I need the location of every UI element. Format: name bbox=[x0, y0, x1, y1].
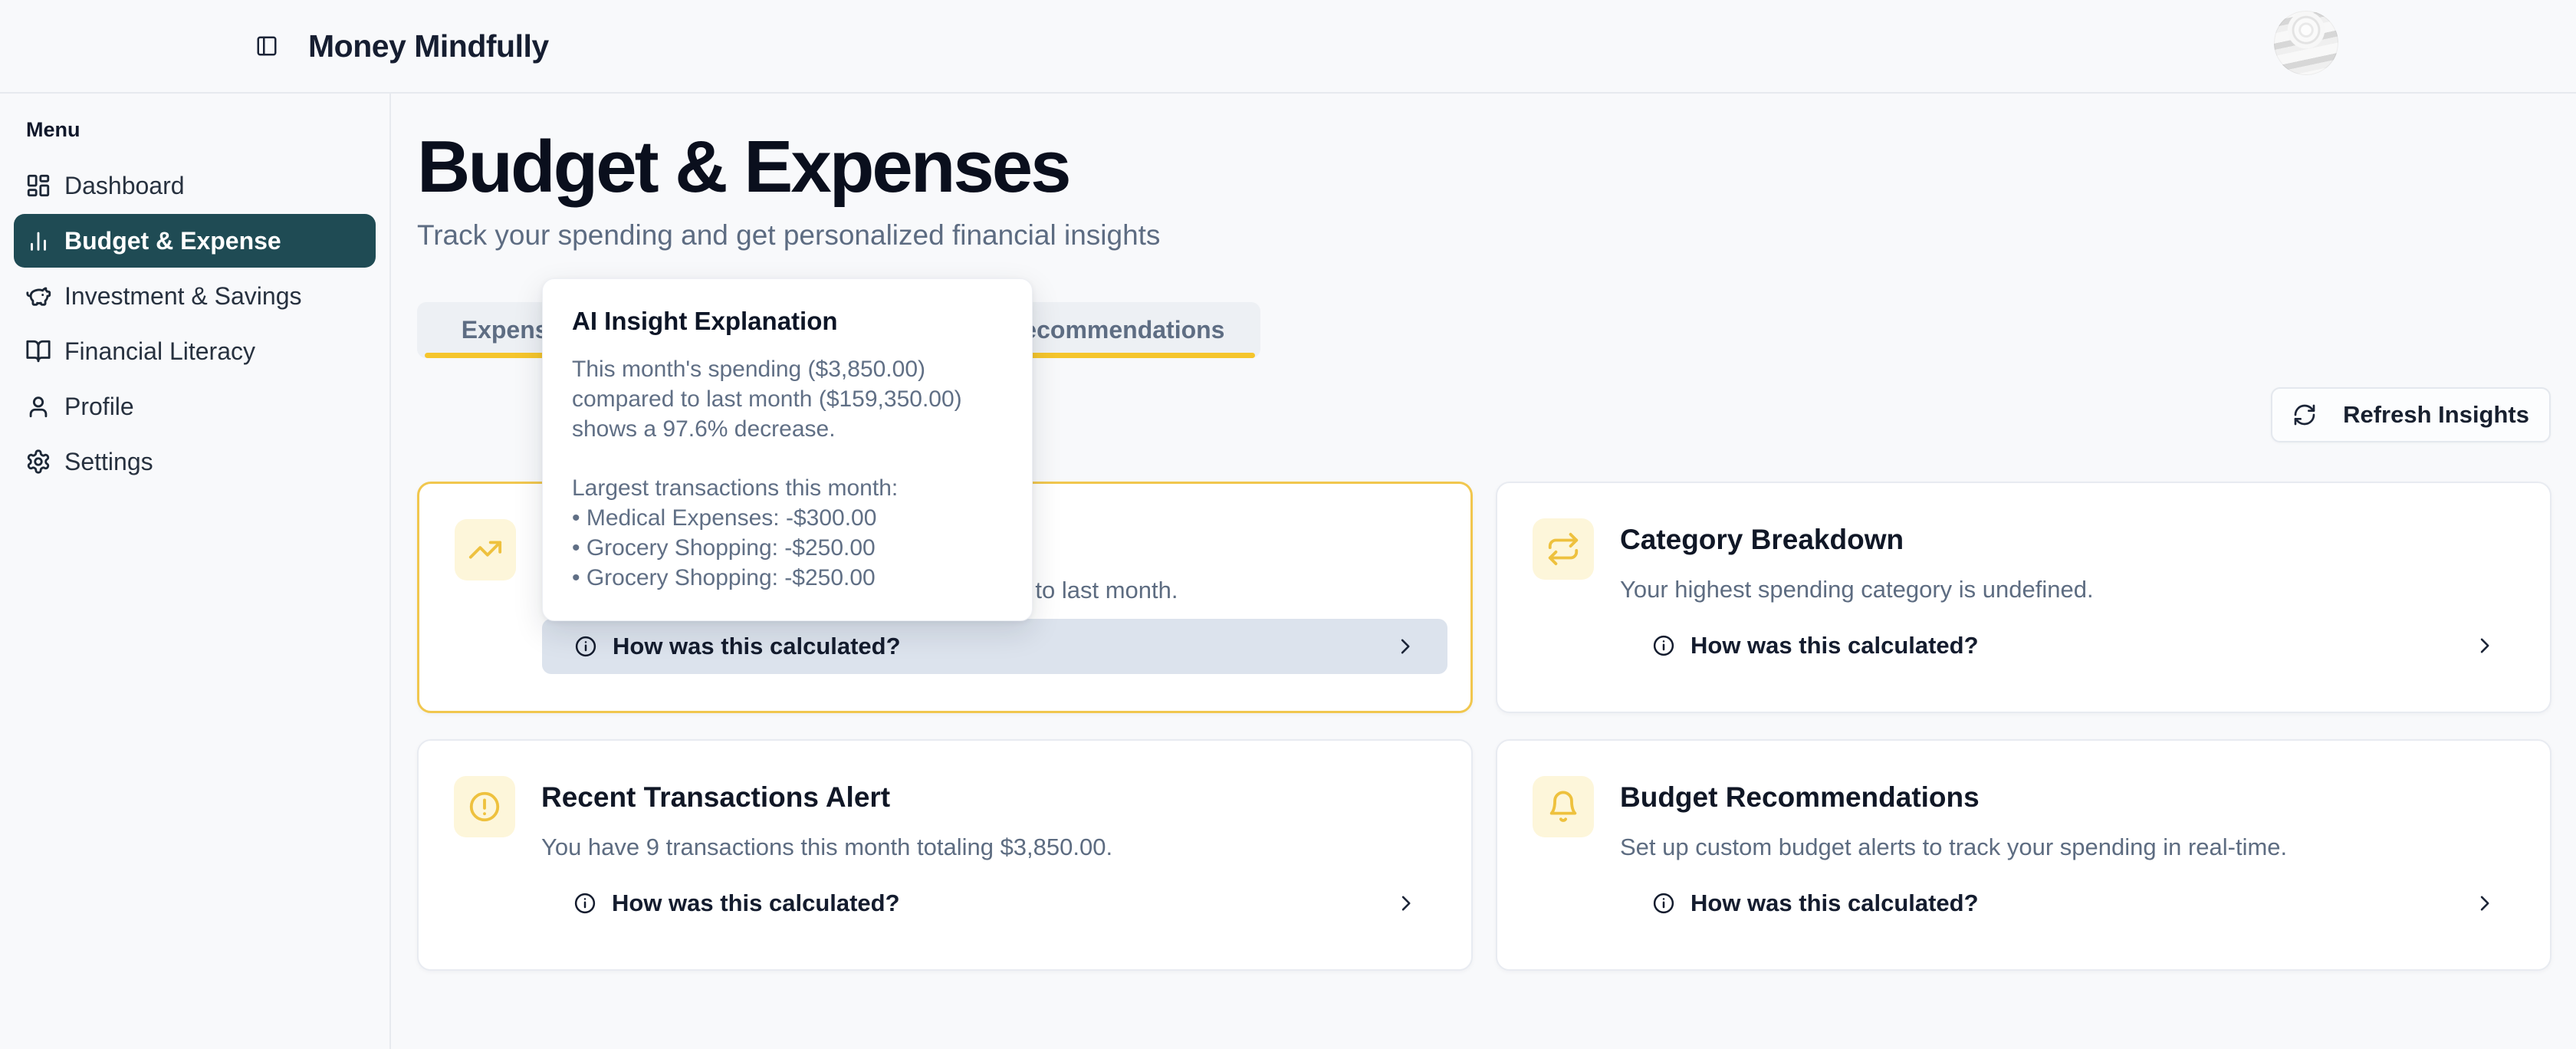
gear-icon bbox=[25, 449, 51, 475]
repeat-icon bbox=[1546, 531, 1581, 567]
sidebar-item-label: Financial Literacy bbox=[64, 337, 255, 365]
card-body: Budget Recommendations Set up custom bud… bbox=[1620, 776, 2527, 937]
tooltip-list-item: • Medical Expenses: -$300.00 bbox=[572, 505, 877, 531]
alert-circle-icon bbox=[467, 789, 502, 824]
budget-recommendations-card: Budget Recommendations Set up custom bud… bbox=[1496, 739, 2551, 971]
sidebar-item-investment-savings[interactable]: Investment & Savings bbox=[14, 269, 376, 323]
sidebar-item-label: Dashboard bbox=[64, 171, 185, 199]
how-calculated-label: How was this calculated? bbox=[613, 633, 901, 659]
how-calculated-row[interactable]: How was this calculated? bbox=[1620, 618, 2527, 673]
chevron-right-icon bbox=[1394, 636, 1415, 657]
how-calculated-row[interactable]: How was this calculated? bbox=[1620, 876, 2527, 931]
tooltip-title: AI Insight Explanation bbox=[572, 307, 838, 335]
tooltip-list-item: • Grocery Shopping: -$250.00 bbox=[572, 535, 876, 561]
category-breakdown-card: Category Breakdown Your highest spending… bbox=[1496, 482, 2551, 713]
tooltip-list-intro: Largest transactions this month: bbox=[572, 475, 899, 501]
tooltip-body: This month's spending ($3,850.00) compar… bbox=[572, 354, 1003, 593]
sidebar-item-financial-literacy[interactable]: Financial Literacy bbox=[14, 324, 376, 378]
sidebar-toggle-button[interactable] bbox=[248, 28, 285, 64]
sidebar-item-settings[interactable]: Settings bbox=[14, 435, 376, 488]
sidebar: Menu Dashboard Budget & Expense Investme… bbox=[0, 94, 391, 1049]
how-calculated-label: How was this calculated? bbox=[1691, 632, 1979, 659]
card-title: Recent Transactions Alert bbox=[541, 781, 891, 813]
page-subtitle: Track your spending and get personalized… bbox=[417, 219, 1161, 251]
card-subtitle: Set up custom budget alerts to track you… bbox=[1620, 834, 2288, 860]
chevron-right-icon bbox=[2473, 635, 2495, 656]
trending-up-icon bbox=[468, 532, 503, 567]
icon-tile bbox=[454, 776, 515, 837]
bell-icon bbox=[1546, 789, 1581, 824]
book-open-icon bbox=[25, 338, 51, 364]
recent-transactions-card: Recent Transactions Alert You have 9 tra… bbox=[417, 739, 1473, 971]
sidebar-nav: Dashboard Budget & Expense Investment & … bbox=[0, 159, 389, 488]
sidebar-item-label: Profile bbox=[64, 392, 134, 420]
sidebar-item-profile[interactable]: Profile bbox=[14, 380, 376, 433]
bar-chart-icon bbox=[25, 228, 51, 254]
sidebar-item-budget-expense[interactable]: Budget & Expense bbox=[14, 214, 376, 268]
card-subtitle: Your highest spending category is undefi… bbox=[1620, 576, 2094, 603]
card-subtitle: You have 9 transactions this month total… bbox=[541, 834, 1113, 860]
icon-tile bbox=[1533, 776, 1594, 837]
refresh-insights-button[interactable]: Refresh Insights bbox=[2271, 387, 2551, 442]
dashboard-grid-icon bbox=[25, 173, 51, 199]
app-title: Money Mindfully bbox=[308, 28, 549, 64]
tooltip-list-item: • Grocery Shopping: -$250.00 bbox=[572, 565, 876, 590]
icon-tile bbox=[1533, 518, 1594, 580]
page-title: Budget & Expenses bbox=[417, 126, 1072, 208]
info-icon bbox=[574, 635, 597, 658]
sidebar-menu-label: Menu bbox=[26, 118, 80, 141]
how-calculated-row[interactable]: How was this calculated? bbox=[541, 876, 1448, 931]
tooltip-paragraph: This month's spending ($3,850.00) compar… bbox=[572, 357, 962, 442]
user-avatar[interactable] bbox=[2274, 11, 2338, 75]
how-calculated-row[interactable]: How was this calculated? bbox=[542, 619, 1447, 674]
sidebar-item-dashboard[interactable]: Dashboard bbox=[14, 159, 376, 212]
icon-tile bbox=[455, 519, 516, 580]
how-calculated-label: How was this calculated? bbox=[1691, 890, 1979, 916]
how-calculated-label: How was this calculated? bbox=[612, 890, 900, 916]
ai-insight-tooltip: AI Insight Explanation This month's spen… bbox=[542, 278, 1033, 621]
card-body: Recent Transactions Alert You have 9 tra… bbox=[541, 776, 1448, 937]
refresh-insights-label: Refresh Insights bbox=[2343, 401, 2529, 428]
sidebar-item-label: Investment & Savings bbox=[64, 281, 302, 310]
panel-left-icon bbox=[255, 35, 278, 58]
top-header: Money Mindfully bbox=[0, 0, 2576, 94]
info-icon bbox=[1652, 634, 1675, 657]
chevron-right-icon bbox=[1395, 893, 1416, 914]
card-body: Category Breakdown Your highest spending… bbox=[1620, 518, 2527, 679]
piggy-bank-icon bbox=[25, 283, 51, 309]
card-title: Budget Recommendations bbox=[1620, 781, 1980, 813]
refresh-icon bbox=[2292, 403, 2317, 427]
chevron-right-icon bbox=[2473, 893, 2495, 914]
info-icon bbox=[1652, 892, 1675, 915]
card-title: Category Breakdown bbox=[1620, 524, 1904, 555]
info-icon bbox=[573, 892, 596, 915]
sidebar-item-label: Settings bbox=[64, 447, 153, 475]
sidebar-item-label: Budget & Expense bbox=[64, 226, 281, 255]
user-icon bbox=[25, 393, 51, 419]
